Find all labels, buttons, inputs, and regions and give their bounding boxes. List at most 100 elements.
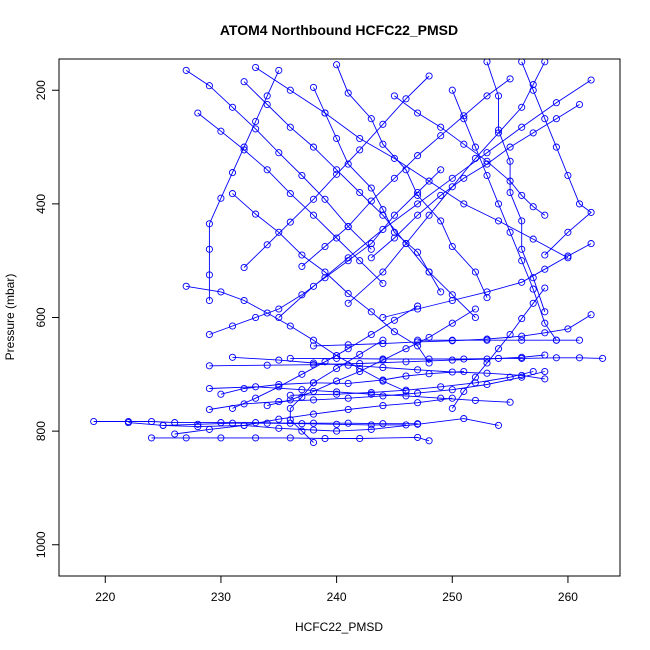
data-point bbox=[263, 241, 271, 249]
data-point bbox=[367, 425, 375, 433]
data-point bbox=[529, 129, 537, 137]
data-point bbox=[147, 434, 156, 442]
x-tick-label: 240 bbox=[327, 590, 347, 604]
data-point bbox=[575, 354, 584, 362]
data-point bbox=[518, 245, 526, 253]
data-point bbox=[448, 242, 456, 251]
data-point bbox=[414, 389, 422, 397]
data-point bbox=[506, 330, 514, 339]
data-point bbox=[275, 149, 283, 157]
series-line-9 bbox=[313, 314, 592, 347]
data-point bbox=[194, 423, 202, 431]
data-point bbox=[414, 248, 422, 256]
data-point bbox=[252, 210, 260, 218]
data-point bbox=[333, 166, 341, 174]
data-point bbox=[518, 332, 526, 340]
series-line-7 bbox=[209, 354, 545, 367]
data-point bbox=[564, 228, 572, 236]
data-point bbox=[356, 359, 364, 368]
data-point bbox=[344, 254, 352, 262]
data-point bbox=[402, 372, 410, 380]
data-point bbox=[541, 115, 549, 123]
data-point bbox=[379, 120, 387, 128]
data-point bbox=[286, 396, 294, 404]
data-point bbox=[552, 336, 560, 344]
data-point bbox=[518, 217, 526, 225]
data-point bbox=[298, 262, 306, 270]
series-line-26 bbox=[208, 70, 280, 301]
data-point bbox=[425, 268, 433, 276]
data-point bbox=[333, 420, 341, 428]
data-point bbox=[309, 410, 318, 418]
data-point bbox=[263, 92, 271, 100]
data-point bbox=[448, 394, 456, 402]
data-point bbox=[333, 61, 341, 69]
data-point bbox=[252, 394, 260, 402]
data-point bbox=[506, 177, 514, 185]
data-point bbox=[379, 377, 387, 385]
data-point bbox=[379, 402, 387, 410]
data-point bbox=[252, 117, 260, 126]
data-point bbox=[460, 174, 468, 182]
x-tick-label: 260 bbox=[558, 590, 578, 604]
data-point bbox=[414, 191, 422, 199]
data-point bbox=[425, 359, 433, 367]
series-line-12 bbox=[209, 169, 442, 335]
data-point bbox=[298, 370, 306, 378]
data-point bbox=[471, 379, 479, 387]
data-point bbox=[228, 353, 237, 361]
data-point bbox=[379, 313, 387, 322]
data-point bbox=[240, 384, 248, 393]
data-point bbox=[286, 322, 294, 330]
data-point bbox=[460, 140, 468, 148]
data-point bbox=[205, 425, 213, 433]
data-point bbox=[217, 390, 225, 398]
data-point bbox=[506, 188, 514, 197]
data-point bbox=[333, 234, 341, 242]
data-point bbox=[483, 59, 491, 66]
y-tick-label: 200 bbox=[34, 80, 48, 100]
data-point bbox=[518, 336, 526, 344]
data-point bbox=[414, 399, 422, 407]
data-point bbox=[90, 417, 98, 426]
data-point bbox=[275, 66, 283, 74]
data-point bbox=[298, 251, 306, 259]
data-point bbox=[356, 188, 364, 197]
data-point bbox=[379, 206, 387, 214]
data-point bbox=[483, 149, 491, 157]
data-point bbox=[344, 394, 352, 402]
series-line-36 bbox=[232, 305, 418, 409]
data-point bbox=[518, 191, 526, 199]
data-point bbox=[240, 143, 248, 151]
series-line-34 bbox=[289, 339, 384, 443]
data-point bbox=[298, 291, 306, 299]
data-point bbox=[356, 350, 364, 358]
data-point bbox=[437, 132, 445, 140]
data-point bbox=[541, 265, 549, 273]
data-point bbox=[379, 392, 387, 400]
series-line-19 bbox=[313, 87, 442, 293]
data-point bbox=[529, 81, 537, 89]
data-point bbox=[367, 197, 375, 205]
data-point bbox=[286, 123, 294, 131]
y-tick-label: 600 bbox=[34, 307, 48, 327]
data-point bbox=[448, 291, 456, 299]
data-point bbox=[471, 373, 479, 381]
x-tick-label: 220 bbox=[95, 590, 115, 604]
data-point bbox=[309, 396, 318, 404]
data-point bbox=[356, 434, 364, 443]
series-line-37 bbox=[451, 287, 546, 409]
data-point bbox=[518, 257, 526, 265]
data-point bbox=[483, 160, 491, 168]
data-point bbox=[275, 415, 283, 423]
data-point bbox=[448, 337, 456, 345]
series-line-27 bbox=[185, 70, 372, 250]
series-line-0 bbox=[93, 421, 418, 425]
x-axis: 220 230 240 250 260 bbox=[95, 575, 578, 604]
data-point bbox=[228, 169, 237, 177]
data-point bbox=[529, 86, 537, 94]
data-point bbox=[402, 95, 410, 103]
data-point bbox=[321, 274, 329, 282]
data-point bbox=[275, 380, 283, 389]
